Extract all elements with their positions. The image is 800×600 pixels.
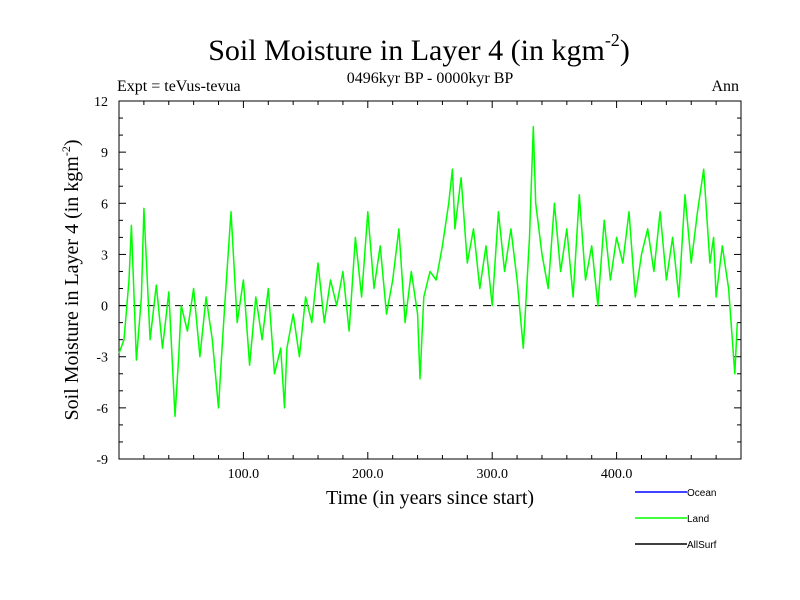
axis-tick-labels: -9 -6 -3 0 3 6 9 12 100.0 200.0 300.0 400.0	[94, 95, 632, 482]
x-tick-label: 400.0	[601, 467, 633, 482]
y-tick-label: 9	[101, 146, 108, 161]
chart-title: Soil Moisture in Layer 4 (in kgm-2)	[208, 30, 630, 67]
legend-label-ocean: Ocean	[687, 488, 716, 499]
chart-title-end: )	[620, 34, 630, 67]
y-tick-label: 12	[94, 95, 108, 110]
experiment-label: Expt = teVus-tevua	[117, 78, 241, 95]
y-tick-label: -3	[96, 351, 108, 366]
x-tick-label: 200.0	[352, 467, 384, 482]
y-tick-label: -9	[96, 453, 108, 468]
chart-title-main: Soil Moisture in Layer 4 (in kgm	[208, 34, 605, 67]
legend: Ocean Land AllSurf	[635, 488, 717, 551]
x-axis-label: Time (in years since start)	[326, 487, 534, 509]
legend-label-allsurf: AllSurf	[687, 540, 717, 551]
y-tick-label: -6	[96, 402, 108, 417]
y-axis-label-sup: -2	[59, 146, 73, 156]
y-tick-label: 3	[101, 248, 108, 263]
y-axis-label: Soil Moisture in Layer 4 (in kgm-2)	[59, 139, 83, 420]
y-axis-label-end: )	[61, 139, 83, 146]
series-line-land	[118, 125, 739, 418]
chart-title-sup: -2	[605, 30, 620, 50]
season-label: Ann	[711, 78, 739, 95]
y-axis-label-main: Soil Moisture in Layer 4 (in kgm	[61, 156, 83, 421]
series-layer	[118, 125, 739, 418]
legend-label-land: Land	[687, 514, 709, 525]
y-tick-label: 0	[101, 300, 108, 315]
axis-ticks	[119, 100, 741, 460]
x-tick-label: 100.0	[228, 467, 260, 482]
chart-subtitle: 0496kyr BP - 0000kyr BP	[347, 70, 514, 87]
plot-frame	[118, 100, 742, 460]
x-tick-label: 300.0	[476, 467, 508, 482]
y-tick-label: 6	[101, 197, 108, 212]
